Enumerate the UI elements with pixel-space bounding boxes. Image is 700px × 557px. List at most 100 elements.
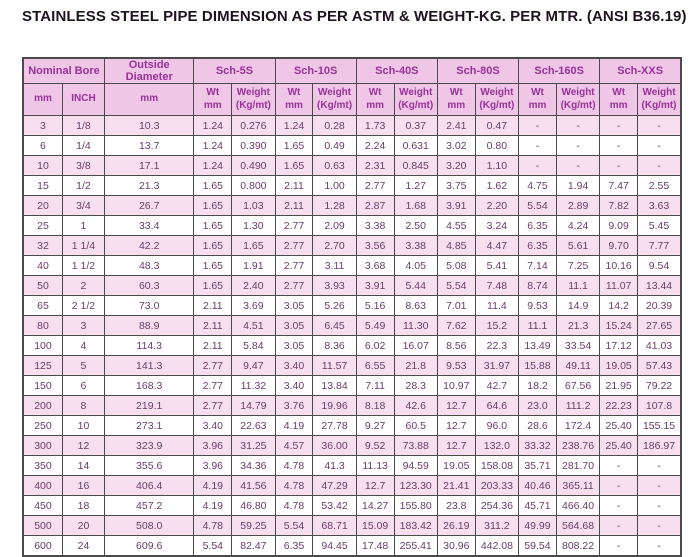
- table-cell: 0.63: [312, 155, 357, 176]
- table-cell: 2.70: [312, 235, 357, 256]
- table-row: 125 5 141.3 2.77 9.47 3.40 11.57 6.55 21.8 9.53 31…: [22, 355, 682, 376]
- table-cell: 4.57: [274, 435, 314, 456]
- table-cell: 2.77: [274, 235, 314, 256]
- table-cell: 168.3: [103, 375, 195, 396]
- table-cell: 141.3: [103, 355, 195, 376]
- table-cell: -: [599, 495, 639, 516]
- table-cell: 219.1: [103, 395, 195, 416]
- table-row: 600 24 609.6 5.54 82.47 6.35 94.45 17.48 255.41 3…: [22, 535, 682, 557]
- table-cell: 7.01: [436, 295, 476, 316]
- table-cell: 281.70: [555, 455, 601, 476]
- table-cell: 14: [61, 455, 106, 476]
- table-cell: 4.78: [274, 495, 314, 516]
- table-row: 40 1 1/2 48.3 1.65 1.91 2.77 3.11 3.68 4.05 5.08 5…: [22, 255, 682, 276]
- table-cell: 1.03: [231, 195, 276, 216]
- table-cell: 21.3: [555, 315, 601, 336]
- table-cell: 40.46: [518, 475, 557, 496]
- table-cell: 21.41: [436, 475, 476, 496]
- table-cell: 10: [61, 415, 106, 436]
- column-subheader: Wt mm: [274, 83, 314, 116]
- table-cell: 1.65: [193, 175, 233, 196]
- table-body: 3 1/8 10.3 1.24 0.276 1.24 0.28 1.73 0.37 2.41 0.4…: [22, 115, 682, 557]
- table-cell: 1.62: [474, 175, 520, 196]
- table-cell: 238.76: [555, 435, 601, 456]
- table-cell: 5.61: [555, 235, 601, 256]
- table-cell: -: [599, 455, 639, 476]
- table-cell: 42.6: [393, 395, 438, 416]
- table-cell: 4.78: [274, 475, 314, 496]
- table-cell: 9.52: [355, 435, 395, 456]
- table-cell: 94.59: [393, 455, 438, 476]
- table-cell: 7.48: [474, 275, 520, 296]
- table-cell: 57.43: [637, 355, 682, 376]
- table-cell: 21.8: [393, 355, 438, 376]
- table-cell: -: [599, 475, 639, 496]
- table-cell: 21.3: [103, 175, 195, 196]
- table-cell: -: [599, 535, 639, 557]
- group-header-row: Nominal Bore Outside Diameter Sch-5S Sch-10…: [22, 57, 682, 84]
- table-cell: 15: [22, 175, 63, 196]
- table-cell: 600: [22, 535, 63, 557]
- table-cell: 2.50: [393, 215, 438, 236]
- table-cell: 20: [61, 515, 106, 536]
- table-cell: 2.09: [312, 215, 357, 236]
- table-cell: 25.40: [599, 415, 639, 436]
- table-cell: 68.71: [312, 515, 357, 536]
- table-cell: 11.4: [474, 295, 520, 316]
- table-cell: 3.02: [436, 135, 476, 156]
- table-cell: 11.07: [599, 275, 639, 296]
- table-cell: 1.27: [393, 175, 438, 196]
- table-cell: 67.56: [555, 375, 601, 396]
- table-cell: 1.28: [312, 195, 357, 216]
- table-cell: 1.91: [231, 255, 276, 276]
- table-cell: 1 1/2: [61, 255, 106, 276]
- table-cell: -: [637, 475, 682, 496]
- table-cell: -: [637, 515, 682, 536]
- table-cell: 48.3: [103, 255, 195, 276]
- table-cell: 12.7: [436, 435, 476, 456]
- column-subheader: Weight (Kg/mt): [312, 83, 357, 116]
- table-cell: 5.54: [436, 275, 476, 296]
- table-cell: 2 1/2: [61, 295, 106, 316]
- table-cell: 2.11: [193, 315, 233, 336]
- table-cell: 365.11: [555, 475, 601, 496]
- table-cell: 49.11: [555, 355, 601, 376]
- table-cell: 1.73: [355, 115, 395, 136]
- column-subheader: Wt mm: [355, 83, 395, 116]
- table-cell: 21.95: [599, 375, 639, 396]
- table-cell: 3.91: [436, 195, 476, 216]
- table-cell: 4: [61, 335, 106, 356]
- table-cell: 3: [61, 315, 106, 336]
- table-cell: 2.20: [474, 195, 520, 216]
- table-cell: 64.6: [474, 395, 520, 416]
- table-cell: 1.24: [193, 115, 233, 136]
- table-cell: 14.27: [355, 495, 395, 516]
- table-cell: 33.54: [555, 335, 601, 356]
- table-cell: 12.7: [355, 475, 395, 496]
- table-cell: 0.47: [474, 115, 520, 136]
- table-cell: 18.2: [518, 375, 557, 396]
- table-cell: 15.24: [599, 315, 639, 336]
- table-cell: 1.68: [393, 195, 438, 216]
- table-cell: 3.38: [393, 235, 438, 256]
- table-row: 10 3/8 17.1 1.24 0.490 1.65 0.63 2.31 0.845 3.20 1…: [22, 155, 682, 176]
- table-cell: 4.47: [474, 235, 520, 256]
- table-cell: -: [599, 515, 639, 536]
- table-cell: 28.6: [518, 415, 557, 436]
- table-cell: -: [518, 115, 557, 136]
- table-cell: 1.94: [555, 175, 601, 196]
- table-cell: 59.25: [231, 515, 276, 536]
- table-row: 65 2 1/2 73.0 2.11 3.69 3.05 5.26 5.16 8.63 7.01 1…: [22, 295, 682, 316]
- table-cell: 11.32: [231, 375, 276, 396]
- table-cell: 808.22: [555, 535, 601, 557]
- table-cell: 8.18: [355, 395, 395, 416]
- table-cell: 41.03: [637, 335, 682, 356]
- table-cell: 8.74: [518, 275, 557, 296]
- table-cell: 0.49: [312, 135, 357, 156]
- table-cell: 7.25: [555, 255, 601, 276]
- table-cell: 2.55: [637, 175, 682, 196]
- column-subheader: Wt mm: [599, 83, 639, 116]
- table-cell: 3.40: [274, 375, 314, 396]
- column-subheader: Weight (Kg/mt): [393, 83, 438, 116]
- table-cell: 5.16: [355, 295, 395, 316]
